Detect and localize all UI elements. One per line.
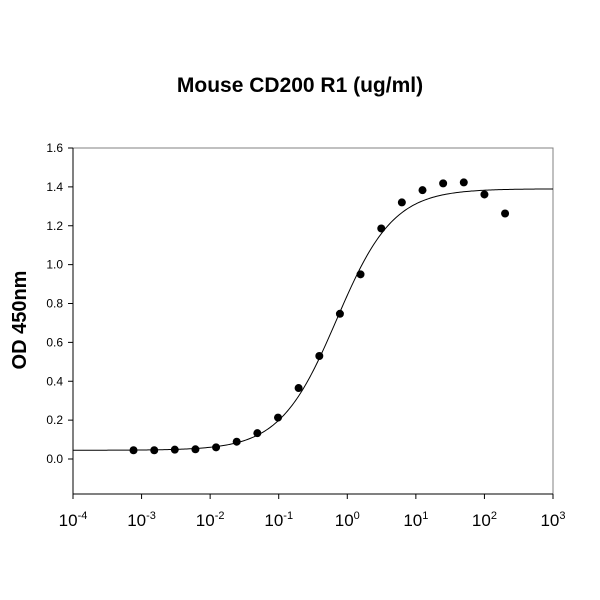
y-tick-label: 0.2 [46, 413, 63, 427]
x-tick-label: 10-1 [264, 510, 293, 530]
x-tick-label: 103 [540, 510, 565, 530]
x-tick-label: 10-3 [127, 510, 156, 530]
data-point [335, 309, 344, 318]
data-point [294, 384, 303, 393]
y-tick-label: 0.6 [46, 335, 63, 349]
plot-frame [72, 147, 554, 495]
data-point [439, 179, 448, 188]
data-point [274, 413, 283, 422]
data-point [356, 270, 365, 279]
y-tick-label: 1.4 [46, 180, 63, 194]
x-tick-label: 101 [403, 510, 428, 530]
y-tick-label: 1.2 [46, 219, 63, 233]
data-point [129, 446, 138, 455]
fit-curve [73, 188, 553, 451]
data-point [212, 443, 221, 452]
data-point [315, 351, 324, 360]
x-tick-label: 10-2 [196, 510, 225, 530]
data-point [232, 437, 241, 446]
data-point [397, 198, 406, 207]
y-tick-label: 0.8 [46, 297, 63, 311]
data-point [418, 186, 427, 195]
data-point [170, 445, 179, 454]
y-tick-label: 0.0 [46, 452, 63, 466]
data-point [377, 224, 386, 233]
y-tick-label: 1.6 [46, 141, 63, 155]
data-point [501, 209, 510, 218]
data-point [480, 190, 489, 199]
chart-title: Mouse CD200 R1 (ug/ml) [176, 74, 424, 97]
x-tick-label: 100 [335, 510, 360, 530]
data-point [150, 446, 159, 455]
y-tick-label: 1.0 [46, 258, 63, 272]
x-tick-label: 102 [472, 510, 497, 530]
data-point [459, 178, 468, 187]
data-point [191, 445, 200, 454]
data-point [253, 429, 262, 438]
y-axis-label: OD 450nm [9, 271, 31, 370]
y-tick-label: 0.4 [46, 374, 63, 388]
x-tick-label: 10-4 [59, 510, 88, 530]
